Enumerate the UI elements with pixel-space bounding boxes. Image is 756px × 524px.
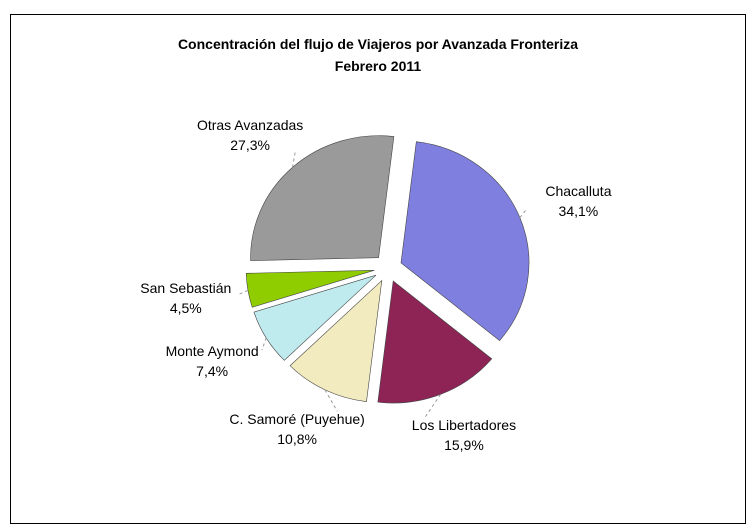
- category-label: Los Libertadores: [411, 417, 517, 434]
- category-label: San Sebastián: [140, 279, 232, 296]
- leader-line: [324, 389, 338, 412]
- value-label: 34,1%: [558, 203, 599, 220]
- pie-slice: [250, 135, 395, 261]
- value-label: 27,3%: [230, 136, 270, 153]
- leader-line: [425, 394, 442, 417]
- data-label: Los Libertadores 15,9%: [389, 415, 539, 455]
- category-label: Monte Aymond: [165, 342, 259, 359]
- value-label: 10,8%: [277, 431, 317, 448]
- data-label: Otras Avanzadas 27,3%: [175, 115, 325, 155]
- data-label: San Sebastián 4,5%: [111, 278, 261, 318]
- leader-line: [261, 337, 267, 351]
- leader-line: [238, 289, 249, 295]
- pie-slice: [253, 274, 377, 361]
- pie-slice: [245, 270, 375, 308]
- category-label: Otras Avanzadas: [196, 116, 304, 133]
- category-label: Chacalluta: [545, 183, 612, 200]
- value-label: 7,4%: [196, 362, 229, 379]
- chart-title: Concentración del flujo de Viajeros por …: [177, 36, 579, 52]
- category-label: C. Samoré (Puyehue): [229, 411, 365, 428]
- value-label: 15,9%: [444, 437, 484, 454]
- pie-slice: [289, 279, 383, 403]
- pie-slice: [400, 141, 530, 342]
- leader-line: [519, 208, 528, 218]
- data-label: Monte Aymond 7,4%: [137, 341, 287, 381]
- data-label: C. Samoré (Puyehue) 10,8%: [222, 409, 372, 449]
- chart-subtitle: Febrero 2011: [334, 58, 422, 74]
- data-label: Chacalluta 34,1%: [503, 181, 653, 221]
- value-label: 4,5%: [169, 299, 202, 316]
